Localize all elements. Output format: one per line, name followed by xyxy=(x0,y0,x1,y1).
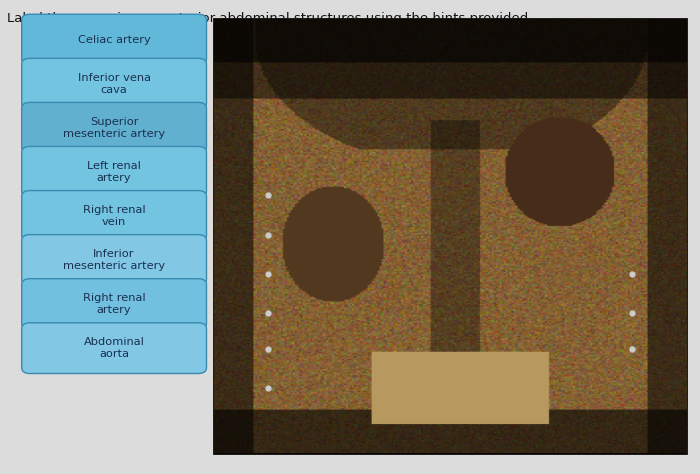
FancyBboxPatch shape xyxy=(631,299,686,327)
FancyBboxPatch shape xyxy=(214,336,268,364)
FancyBboxPatch shape xyxy=(214,260,268,288)
FancyBboxPatch shape xyxy=(22,323,206,374)
FancyBboxPatch shape xyxy=(22,146,206,197)
FancyBboxPatch shape xyxy=(22,191,206,241)
Text: Label the non-urinary posterior abdominal structures using the hints provided.: Label the non-urinary posterior abdomina… xyxy=(7,12,533,25)
FancyBboxPatch shape xyxy=(631,336,686,364)
FancyBboxPatch shape xyxy=(214,299,268,327)
FancyBboxPatch shape xyxy=(631,260,686,288)
Text: Celiac artery: Celiac artery xyxy=(78,35,150,45)
FancyBboxPatch shape xyxy=(22,235,206,285)
Text: Inferior
mesenteric artery: Inferior mesenteric artery xyxy=(63,249,165,271)
Text: Inferior vena
cava: Inferior vena cava xyxy=(78,73,150,95)
Text: Right renal
vein: Right renal vein xyxy=(83,205,146,227)
Text: Superior
mesenteric artery: Superior mesenteric artery xyxy=(63,117,165,139)
FancyBboxPatch shape xyxy=(22,279,206,329)
FancyBboxPatch shape xyxy=(214,19,686,453)
Text: Abdominal
aorta: Abdominal aorta xyxy=(84,337,144,359)
FancyBboxPatch shape xyxy=(22,102,206,153)
FancyBboxPatch shape xyxy=(214,374,268,403)
FancyBboxPatch shape xyxy=(214,182,268,210)
FancyBboxPatch shape xyxy=(22,58,206,109)
Text: Right renal
artery: Right renal artery xyxy=(83,293,146,315)
Text: Left renal
artery: Left renal artery xyxy=(88,161,141,183)
FancyBboxPatch shape xyxy=(22,14,206,65)
FancyBboxPatch shape xyxy=(214,220,268,249)
